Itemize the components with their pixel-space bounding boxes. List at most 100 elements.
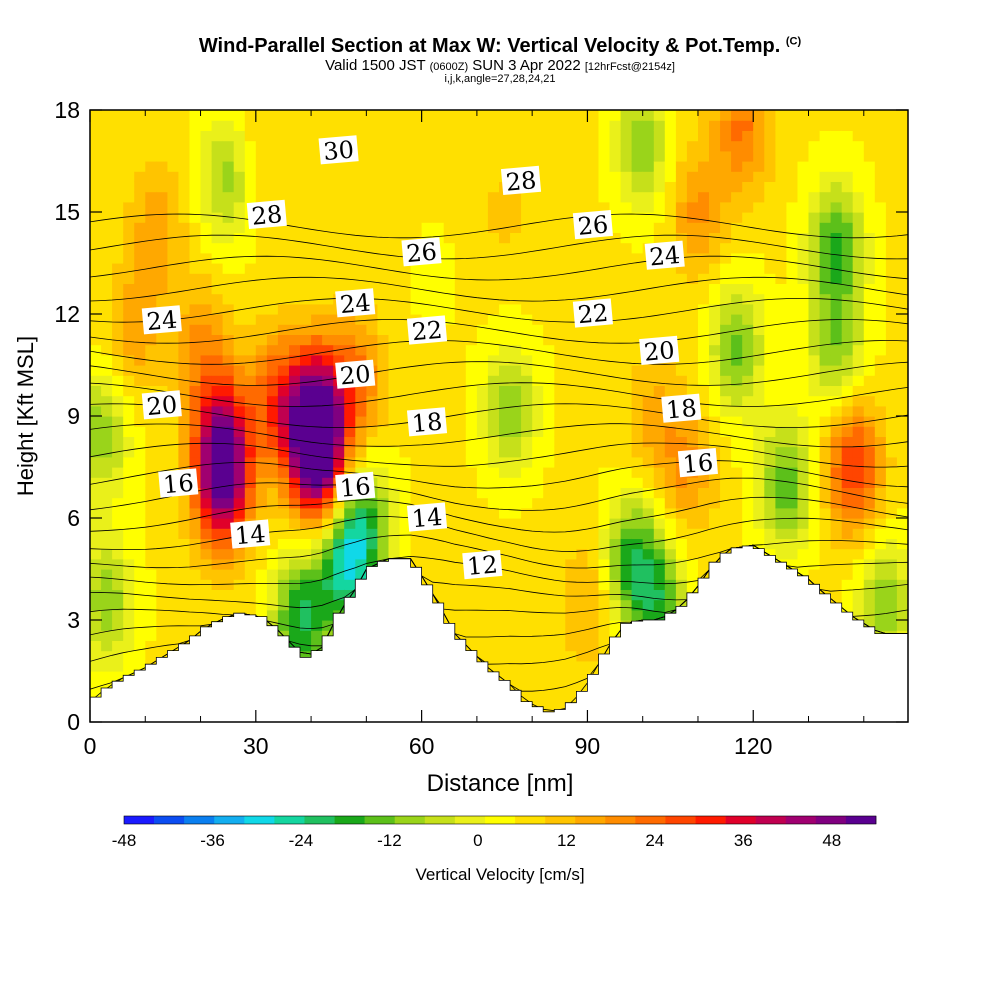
velocity-cell (134, 242, 146, 254)
velocity-cell (222, 283, 235, 295)
velocity-cell (244, 314, 257, 325)
velocity-cell (852, 201, 865, 213)
velocity-cell (554, 487, 566, 499)
velocity-cell (554, 477, 566, 488)
velocity-cell (576, 252, 589, 264)
velocity-cell (178, 181, 191, 193)
velocity-cell (709, 191, 721, 203)
velocity-cell (101, 416, 113, 427)
velocity-cell (499, 497, 511, 509)
velocity-cell (797, 181, 810, 193)
velocity-cell (454, 538, 467, 550)
velocity-cell (532, 232, 544, 244)
velocity-cell (377, 548, 390, 560)
velocity-cell (487, 528, 500, 539)
velocity-cell (510, 395, 522, 407)
velocity-cell (896, 263, 908, 274)
velocity-cell (521, 579, 533, 590)
velocity-cell (797, 283, 810, 295)
velocity-cell (609, 252, 622, 264)
velocity-cell (123, 181, 135, 193)
velocity-cell (432, 110, 445, 121)
velocity-cell (664, 212, 677, 223)
velocity-cell (609, 518, 622, 529)
velocity-cell (277, 589, 290, 601)
velocity-cell (311, 283, 323, 295)
theta-contour-30 (90, 255, 908, 281)
velocity-cell (112, 395, 124, 407)
velocity-cell (874, 609, 887, 621)
velocity-cell (841, 518, 854, 529)
velocity-cell (587, 385, 600, 397)
velocity-cell (731, 212, 743, 223)
velocity-cell (388, 201, 401, 213)
velocity-cell (874, 150, 887, 162)
velocity-cell (598, 161, 611, 172)
velocity-cell (156, 181, 168, 193)
velocity-cell (720, 303, 732, 315)
velocity-cell (454, 334, 467, 346)
velocity-cell (487, 130, 500, 142)
velocity-cell (808, 405, 821, 417)
velocity-cell (167, 518, 180, 529)
velocity-cell (764, 181, 776, 193)
velocity-cell (499, 161, 511, 172)
velocity-cell (178, 354, 191, 366)
velocity-cell (565, 273, 577, 284)
velocity-cell (642, 507, 655, 519)
velocity-cell (642, 558, 655, 570)
velocity-cell (587, 263, 600, 274)
velocity-cell (189, 436, 202, 448)
velocity-cell (786, 201, 799, 213)
colorbar-swatch (304, 816, 335, 824)
velocity-cell (642, 222, 655, 233)
velocity-cell (465, 314, 478, 325)
velocity-cell (510, 436, 522, 448)
velocity-cell (808, 538, 821, 550)
velocity-cell (775, 456, 788, 468)
velocity-cell (222, 385, 235, 397)
velocity-cell (266, 538, 279, 550)
velocity-cell (830, 140, 843, 152)
velocity-cell (709, 242, 721, 254)
velocity-cell (753, 110, 765, 121)
velocity-cell (399, 110, 412, 121)
velocity-cell (521, 671, 533, 682)
velocity-cell (620, 201, 633, 213)
velocity-cell (565, 456, 577, 468)
velocity-cell (167, 609, 180, 621)
velocity-cell (653, 324, 666, 335)
velocity-cell (830, 579, 843, 590)
velocity-cell (598, 456, 611, 468)
velocity-cell (521, 518, 533, 529)
velocity-cell (289, 201, 301, 213)
velocity-cell (642, 140, 655, 152)
velocity-cell (808, 487, 821, 499)
velocity-cell (421, 487, 434, 499)
velocity-cell (355, 528, 367, 539)
velocity-cell (587, 395, 600, 407)
velocity-cell (653, 365, 666, 376)
velocity-cell (874, 436, 887, 448)
velocity-cell (709, 161, 721, 172)
velocity-cell (189, 375, 202, 386)
contour-label: 28 (505, 166, 538, 197)
velocity-cell (399, 293, 412, 305)
velocity-cell (145, 181, 157, 193)
velocity-cell (797, 232, 810, 244)
velocity-cell (885, 548, 898, 560)
velocity-cell (532, 650, 544, 662)
velocity-cell (156, 120, 168, 131)
velocity-cell (443, 161, 456, 172)
velocity-cell (322, 263, 334, 274)
velocity-cell (554, 579, 566, 590)
velocity-cell (244, 283, 257, 295)
velocity-cell (863, 477, 876, 488)
velocity-cell (211, 232, 224, 244)
velocity-cell (322, 446, 334, 458)
velocity-cell (200, 538, 213, 550)
velocity-cell (211, 405, 224, 417)
velocity-cell (112, 212, 124, 223)
velocity-cell (277, 283, 290, 295)
velocity-cell (620, 405, 633, 417)
